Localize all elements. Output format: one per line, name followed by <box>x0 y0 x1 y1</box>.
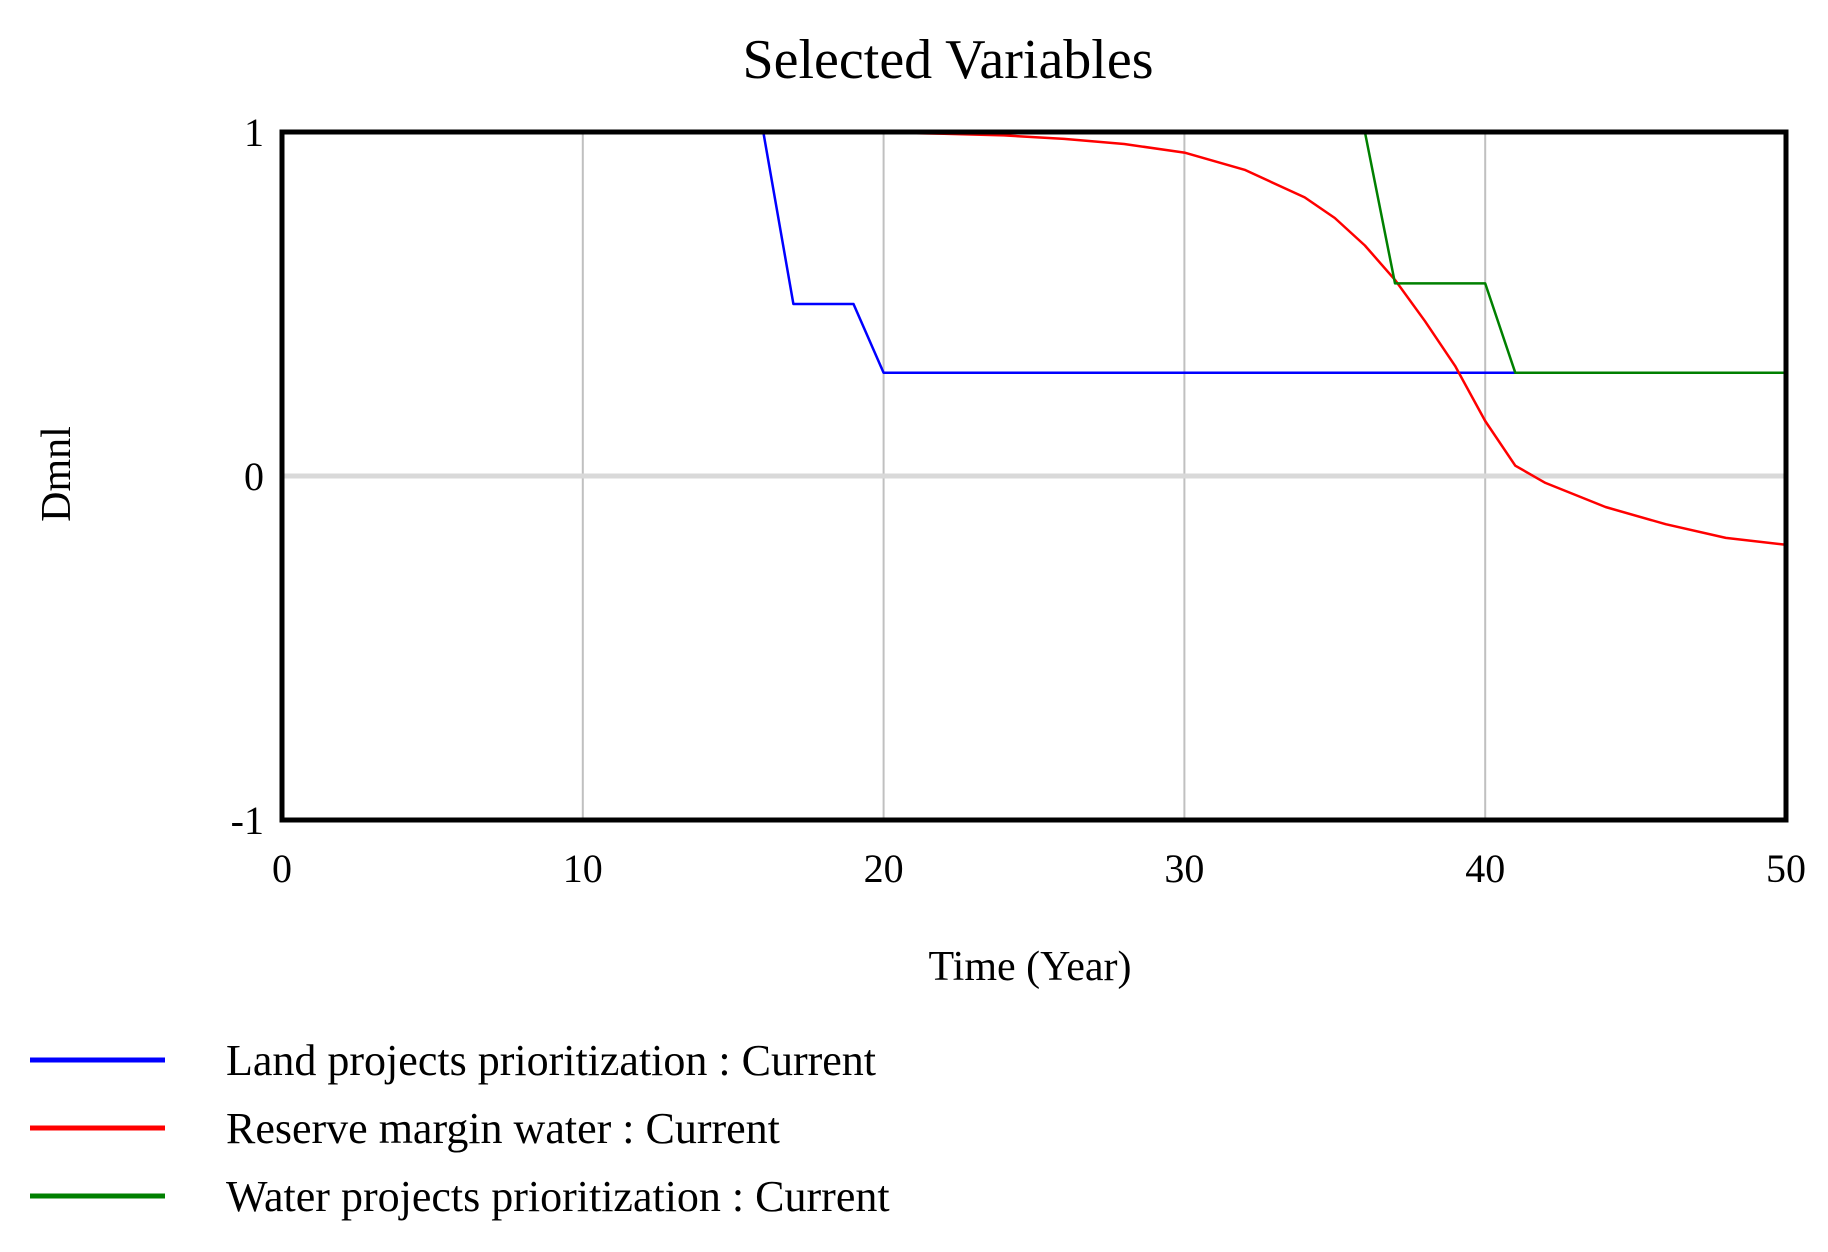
chart-title: Selected Variables <box>742 29 1153 91</box>
series-layer <box>282 130 1787 547</box>
series-line-2 <box>282 130 1787 547</box>
legend-label-2: Reserve margin water : Current <box>226 1104 780 1153</box>
y-axis-label: Dmnl <box>34 426 80 522</box>
y-tick-label: 1 <box>244 110 264 155</box>
x-tick-label: 40 <box>1465 846 1505 891</box>
x-axis-ticks: 0 10 20 30 40 50 <box>272 846 1806 891</box>
legend-label-1: Land projects prioritization : Current <box>226 1036 876 1085</box>
series-line-3 <box>282 130 1786 375</box>
x-tick-label: 30 <box>1164 846 1204 891</box>
x-axis-label: Time (Year) <box>928 944 1131 990</box>
y-tick-label: 0 <box>244 454 264 499</box>
y-axis-ticks: -1 0 1 <box>231 110 264 843</box>
legend: Land projects prioritization : Current Re… <box>30 1036 890 1221</box>
series-line-1 <box>282 130 1786 375</box>
x-tick-label: 50 <box>1766 846 1806 891</box>
x-tick-label: 10 <box>563 846 603 891</box>
y-tick-label: -1 <box>231 798 264 843</box>
legend-label-3: Water projects prioritization : Current <box>226 1172 890 1221</box>
x-tick-label: 0 <box>272 846 292 891</box>
plot-area-frame <box>279 129 1789 823</box>
x-tick-label: 20 <box>864 846 904 891</box>
